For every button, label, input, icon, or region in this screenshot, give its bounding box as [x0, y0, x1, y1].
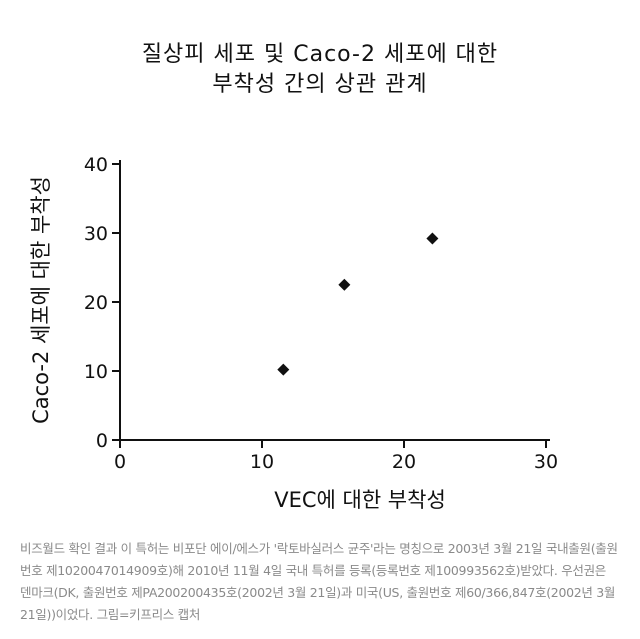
y-tick-label: 10: [84, 361, 108, 383]
y-tick-label: 20: [84, 292, 108, 314]
y-tick-label: 0: [96, 430, 108, 452]
chart-title-line1: 질상피 세포 및 Caco-2 세포에 대한: [141, 42, 499, 67]
data-point-diamond: [426, 232, 439, 245]
data-point-diamond: [277, 363, 290, 376]
x-tick-label: 0: [114, 451, 126, 473]
data-point-diamond: [338, 278, 351, 291]
x-tick-label: 30: [534, 451, 558, 473]
chart-title-line2: 부착성 간의 상관 관계: [212, 72, 428, 97]
y-tick-label: 40: [84, 154, 108, 176]
x-axis-label: VEC에 대한 부착성: [274, 488, 446, 512]
y-axis-label: Caco-2 세포에 대한 부착성: [29, 176, 53, 424]
scatter-plot: 0 10 20 30 40 0 10 20 30 VEC에 대한 부착성 Caco-2 세포에…: [29, 154, 558, 512]
x-tick-label: 10: [250, 451, 274, 473]
photo-caption: 비즈월드 확인 결과 이 특허는 비포단 에이/에스가 '락토바실러스 균주'라…: [20, 541, 618, 622]
x-tick-label: 20: [392, 451, 416, 473]
y-tick-label: 30: [84, 223, 108, 245]
